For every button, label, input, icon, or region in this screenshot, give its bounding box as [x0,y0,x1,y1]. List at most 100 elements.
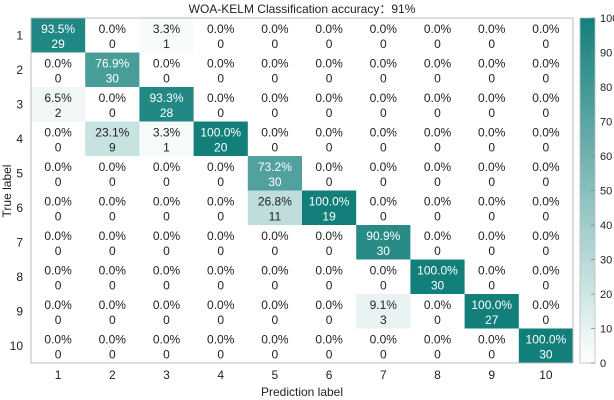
cell-count: 0 [109,37,116,51]
y-tick-label: 1 [16,28,23,42]
cell-percentage: 0.0% [44,229,72,243]
cell-count: 0 [326,72,333,86]
cell-percentage: 0.0% [424,57,452,71]
cell-count: 0 [326,175,333,189]
cell-percentage: 0.0% [370,160,398,174]
cell-count: 0 [543,279,550,293]
cell-count: 1 [163,141,170,155]
x-tick-label: 3 [163,368,170,382]
cell-percentage: 93.5% [41,22,75,36]
cell-count: 30 [106,72,120,86]
heatmap-cell [410,259,466,295]
cell-count: 0 [434,37,441,51]
cell-percentage: 90.9% [366,229,400,243]
cell-percentage: 0.0% [424,22,452,36]
cell-count: 0 [434,348,441,362]
cell-count: 0 [543,175,550,189]
cell-count: 0 [217,244,224,258]
heatmap-cell [247,156,303,191]
cell-percentage: 0.0% [532,229,560,243]
cell-count: 0 [488,106,495,120]
heatmap-cell [518,328,574,364]
x-tick-label: 6 [326,368,333,382]
heatmap-cell [302,87,357,122]
cell-count: 0 [543,210,550,224]
heatmap-cell [247,18,303,53]
heatmap-cell [85,87,140,122]
heatmap-cell [85,328,140,364]
cell-percentage: 0.0% [207,22,235,36]
cell-count: 0 [217,313,224,327]
cell-count: 0 [217,348,224,362]
cell-percentage: 0.0% [153,160,181,174]
heatmap-cell [356,190,411,226]
heatmap-cell [85,190,140,226]
heatmap-cell [464,328,520,364]
cell-count: 0 [380,72,387,86]
cell-count: 0 [163,244,170,258]
cell-count: 0 [326,37,333,51]
cell-count: 0 [55,175,62,189]
x-tick-label: 4 [217,368,224,382]
cell-percentage: 100.0% [471,298,512,312]
cell-percentage: 0.0% [315,229,343,243]
heatmap-cell [356,156,411,191]
x-tick-label: 8 [434,368,441,382]
heatmap-cell [139,225,195,260]
cell-count: 0 [272,141,279,155]
heatmap-cell [85,259,140,295]
cell-percentage: 0.0% [44,264,72,278]
cell-percentage: 0.0% [207,333,235,347]
cell-percentage: 73.2% [258,160,292,174]
cell-percentage: 100.0% [417,264,458,278]
cell-percentage: 0.0% [424,333,452,347]
cell-count: 0 [163,313,170,327]
heatmap-cell [410,328,466,364]
cell-count: 0 [55,72,62,86]
cell-count: 0 [163,175,170,189]
cell-count: 0 [434,175,441,189]
cell-percentage: 26.8% [258,195,292,209]
cell-percentage: 0.0% [261,333,289,347]
heatmap-cell [518,225,574,260]
cell-percentage: 0.0% [153,333,181,347]
heatmap-cell [85,121,140,157]
cell-count: 0 [272,37,279,51]
cell-count: 0 [434,106,441,120]
cell-count: 0 [380,348,387,362]
heatmap-cell [356,294,411,329]
heatmap-cell [518,87,574,122]
cell-count: 0 [488,37,495,51]
cell-count: 0 [109,175,116,189]
cell-count: 0 [217,210,224,224]
cell-count: 11 [269,210,282,224]
heatmap-cell [31,225,86,260]
cell-percentage: 0.0% [99,160,127,174]
cell-count: 0 [55,210,62,224]
cell-percentage: 0.0% [424,91,452,105]
heatmap-cell [356,52,411,88]
cell-percentage: 0.0% [207,264,235,278]
cell-percentage: 0.0% [153,264,181,278]
cell-percentage: 0.0% [315,264,343,278]
heatmap-cell [31,294,86,329]
cell-count: 3 [380,313,387,327]
cell-count: 0 [380,279,387,293]
cell-percentage: 0.0% [153,57,181,71]
heatmap-cell [193,156,249,191]
heatmap-cell [518,121,574,157]
cell-count: 0 [163,72,170,86]
cell-percentage: 0.0% [532,57,560,71]
heatmap-cell [302,328,357,364]
y-tick-label: 3 [16,97,23,111]
heatmap-cell [464,87,520,122]
heatmap-cell [356,328,411,364]
x-tick-label: 2 [109,368,116,382]
cell-percentage: 0.0% [207,195,235,209]
cell-count: 0 [326,106,333,120]
cell-percentage: 0.0% [532,264,560,278]
heatmap-cell [410,52,466,88]
heatmap-cell [31,87,86,122]
cell-count: 0 [488,244,495,258]
cell-percentage: 0.0% [424,160,452,174]
